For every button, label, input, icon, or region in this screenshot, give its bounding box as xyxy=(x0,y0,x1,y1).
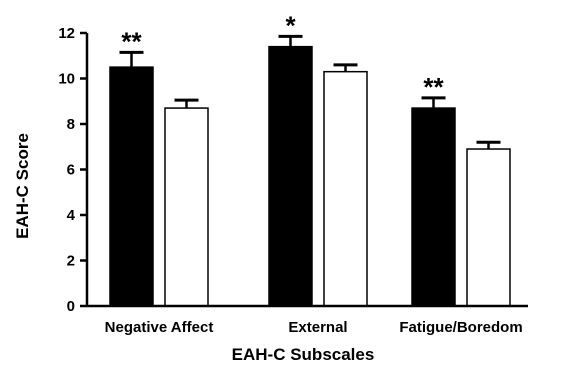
y-tick-label: 10 xyxy=(58,71,75,88)
x-category-label: Fatigue/Boredom xyxy=(399,319,522,336)
y-tick-label: 4 xyxy=(67,207,76,224)
y-tick-label: 6 xyxy=(67,162,75,179)
bars xyxy=(109,45,511,307)
y-axis-title: EAH-C Score xyxy=(13,133,32,239)
x-category-label: External xyxy=(288,319,347,336)
bar-filled xyxy=(411,107,456,307)
y-axis-ticks: 0 2 4 6 8 10 12 xyxy=(58,25,87,315)
y-tick-label: 0 xyxy=(67,298,75,315)
significance-marker: ** xyxy=(423,72,444,102)
y-tick-label: 8 xyxy=(67,116,75,133)
error-bars xyxy=(119,34,501,150)
x-category-label: Negative Affect xyxy=(105,319,214,336)
bar-open xyxy=(323,70,368,307)
bar-filled xyxy=(109,66,154,307)
bar-open xyxy=(164,107,209,307)
y-tick-label: 2 xyxy=(67,253,75,270)
significance-marker: ** xyxy=(121,26,142,56)
significance-marker: * xyxy=(285,10,296,40)
x-axis-title: EAH-C Subscales xyxy=(232,345,375,364)
category-labels: Negative Affect External Fatigue/Boredom xyxy=(105,319,523,336)
bar-open xyxy=(466,148,511,307)
significance-markers: ***** xyxy=(121,10,444,101)
y-tick-label: 12 xyxy=(58,25,75,42)
bar-filled xyxy=(268,45,313,307)
